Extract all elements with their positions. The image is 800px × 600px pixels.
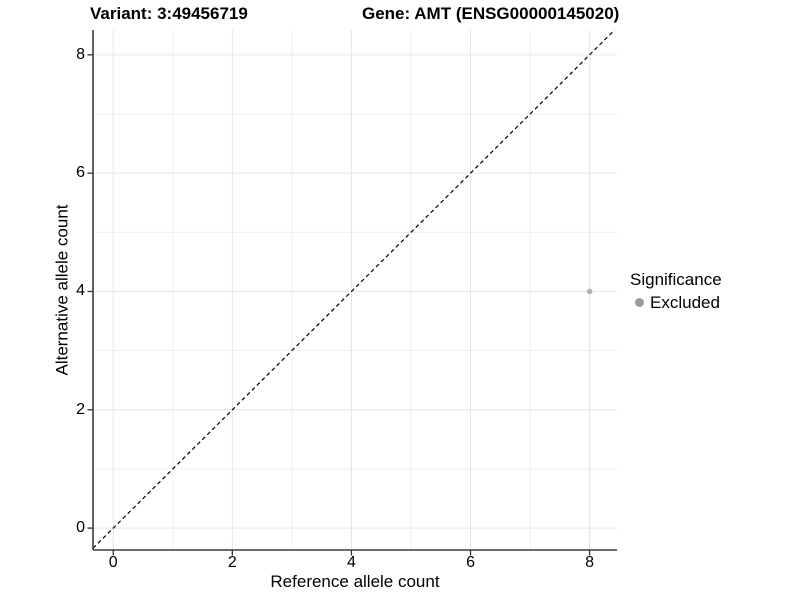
x-tick-label: 4 [346,554,356,571]
x-tick-label: 8 [585,554,595,571]
legend-key-dot [635,298,644,307]
plot-title-gene: Gene: AMT (ENSG00000145020) [362,4,620,23]
legend: Significance Excluded [630,270,722,312]
x-tick-label: 6 [466,554,475,571]
identity-reference-line [92,29,616,549]
y-tick-label: 0 [76,519,85,537]
y-tick-label: 8 [76,45,85,63]
y-tick-label: 2 [76,400,85,418]
x-axis-label: Reference allele count [270,572,440,591]
y-tick-label: 4 [76,282,85,300]
legend-item-label: Excluded [650,293,720,312]
y-axis-label: Alternative allele count [52,204,72,376]
x-tick-label: 2 [227,554,237,571]
plot-title-variant: Variant: 3:49456719 [90,4,248,23]
legend-item-excluded: Excluded [630,293,722,312]
data-point [586,288,593,295]
x-tick-label: 0 [108,554,118,571]
y-tick-label: 6 [76,164,85,182]
legend-title: Significance [630,270,722,289]
